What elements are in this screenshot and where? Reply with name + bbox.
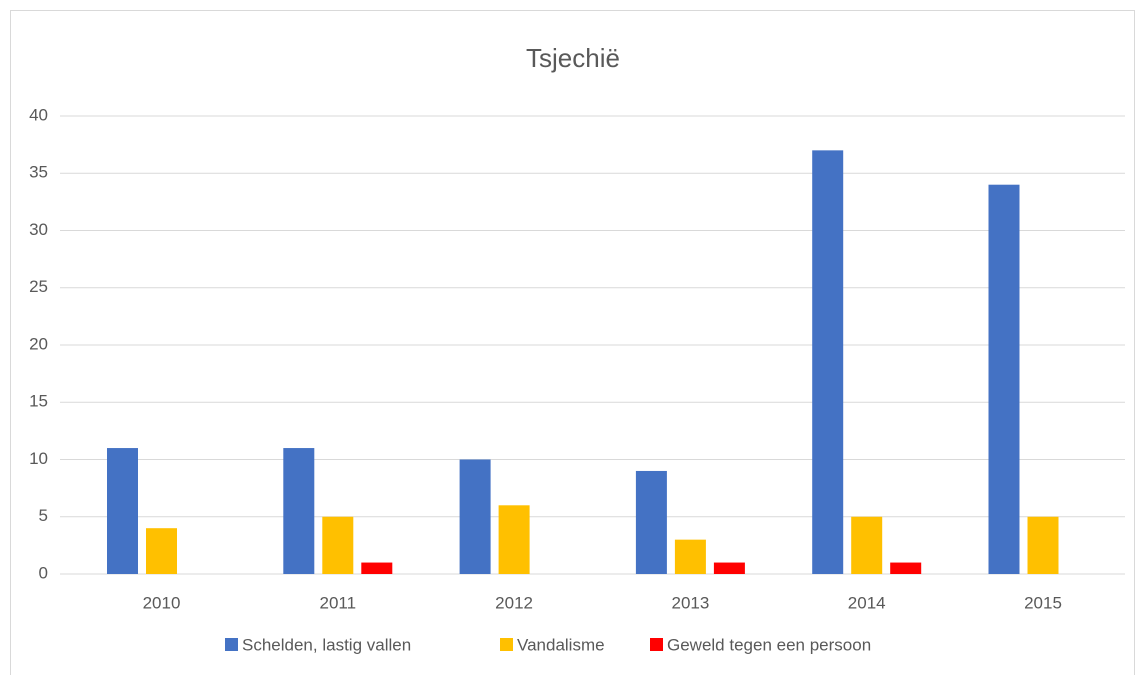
legend-swatch xyxy=(225,638,238,651)
y-tick-label: 0 xyxy=(39,563,48,582)
bar xyxy=(283,448,315,574)
bar xyxy=(361,562,393,574)
y-tick-label: 5 xyxy=(39,506,48,525)
legend-label: Geweld tegen een persoon xyxy=(667,635,871,654)
y-tick-label: 10 xyxy=(29,449,48,468)
legend-swatch xyxy=(650,638,663,651)
chart-frame xyxy=(10,10,1135,675)
bar xyxy=(713,562,745,574)
bar xyxy=(107,448,138,574)
bar xyxy=(851,516,883,574)
bar xyxy=(812,150,844,574)
bar xyxy=(890,562,922,574)
y-tick-label: 20 xyxy=(29,334,48,353)
y-tick-label: 30 xyxy=(29,220,48,239)
y-tick-label: 25 xyxy=(29,277,48,296)
bar xyxy=(146,528,177,574)
bar xyxy=(988,184,1020,574)
bar xyxy=(498,505,530,574)
bar xyxy=(322,516,354,574)
x-tick-label: 2012 xyxy=(495,593,533,612)
bar xyxy=(635,470,667,574)
chart-title: Tsjechië xyxy=(526,43,620,73)
y-tick-label: 35 xyxy=(29,163,48,182)
bar xyxy=(1027,516,1059,574)
x-tick-label: 2014 xyxy=(848,593,886,612)
legend-label: Vandalisme xyxy=(517,635,605,654)
bar xyxy=(459,459,491,574)
x-tick-label: 2015 xyxy=(1024,593,1062,612)
legend-swatch xyxy=(500,638,513,651)
x-tick-label: 2011 xyxy=(320,593,357,612)
y-tick-label: 40 xyxy=(29,105,48,124)
x-tick-label: 2013 xyxy=(671,593,709,612)
y-tick-label: 15 xyxy=(29,392,48,411)
x-tick-label: 2010 xyxy=(143,593,181,612)
legend-label: Schelden, lastig vallen xyxy=(242,635,411,654)
bar xyxy=(674,539,706,574)
